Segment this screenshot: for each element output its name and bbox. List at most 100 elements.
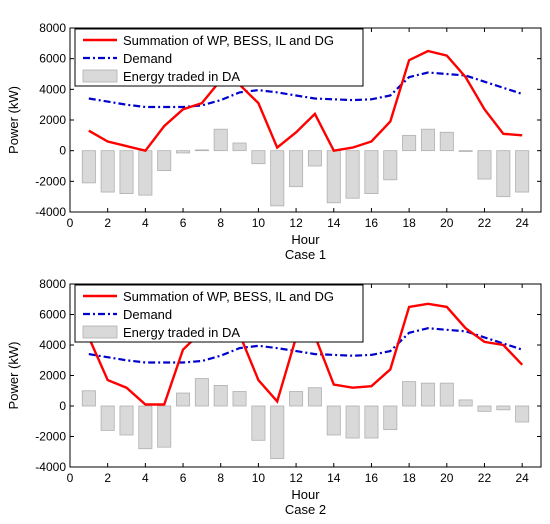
bar-hour-11 [270, 150, 285, 207]
x-tick-label: 12 [289, 471, 303, 485]
bar-hour-21 [458, 150, 473, 152]
legend-item: Demand [83, 51, 172, 66]
y-tick-label: 2000 [39, 113, 66, 127]
bar-hour-5 [157, 150, 172, 172]
chart-panel-case-1: 0 2 4 6 8 10 12 14 16 18 20 22 24-4000-2000020004000… [6, 21, 542, 262]
x-tick-label: 24 [515, 216, 529, 230]
x-tick-label: 6 [180, 216, 187, 230]
legend-label: Energy traded in DA [123, 69, 240, 84]
y-tick-label: 8000 [39, 21, 66, 35]
legend-label: Summation of WP, BESS, IL and DG [123, 289, 334, 304]
x-tick-label: 6 [180, 471, 187, 485]
legend-item: Demand [83, 307, 172, 322]
bar-hour-23 [496, 405, 511, 411]
bar-hour-4 [138, 150, 153, 196]
bar-hour-5 [157, 405, 172, 448]
bar-hour-3 [119, 150, 134, 195]
x-tick-label: 4 [142, 216, 149, 230]
legend-item: Energy traded in DA [82, 325, 240, 340]
y-tick-label: -2000 [35, 430, 66, 444]
legend-label: Demand [123, 307, 172, 322]
bar-hour-13 [307, 150, 322, 167]
bar-hour-16 [364, 405, 379, 439]
demand-line [88, 71, 523, 109]
bar-hour-23 [496, 150, 511, 198]
bar-hour-24 [515, 405, 530, 423]
bar-hour-9 [232, 391, 247, 407]
legend-label: Demand [123, 51, 172, 66]
y-axis-label: Power (kW) [6, 342, 21, 410]
bar-hour-14 [326, 405, 341, 436]
bar-hour-4 [138, 405, 153, 450]
legend-label: Summation of WP, BESS, IL and DG [123, 33, 334, 48]
bar-hour-17 [383, 405, 398, 431]
bar-hour-3 [119, 405, 134, 436]
x-tick-label: 18 [402, 471, 416, 485]
legend: Summation of WP, BESS, IL and DG Demand En… [74, 284, 364, 343]
legend-item: Summation of WP, BESS, IL and DG [83, 33, 334, 48]
y-tick-label: -2000 [35, 174, 66, 188]
bar-hour-18 [402, 381, 417, 407]
x-axis-label: Hour [291, 487, 320, 502]
x-tick-label: 20 [440, 216, 454, 230]
bar-hour-11 [270, 405, 285, 460]
x-tick-label: 20 [440, 471, 454, 485]
bar-hour-6 [176, 392, 191, 407]
bar-hour-7 [194, 149, 209, 152]
bar-hour-15 [345, 405, 360, 439]
x-tick-label: 4 [142, 471, 149, 485]
x-tick-label: 22 [478, 216, 492, 230]
legend-swatch-bar [82, 69, 118, 83]
bar-hour-20 [439, 131, 454, 152]
bar-hour-12 [289, 391, 304, 407]
chart-panel-case-2: 0 2 4 6 8 10 12 14 16 18 20 22 24-4000-2000020004000… [6, 277, 542, 517]
y-tick-label: -4000 [35, 460, 66, 474]
y-tick-label: 8000 [39, 277, 66, 291]
bar-hour-14 [326, 150, 341, 204]
y-tick-label: 4000 [39, 82, 66, 96]
y-tick-label: 0 [59, 144, 66, 158]
bar-hour-22 [477, 405, 492, 412]
bar-hour-2 [100, 405, 115, 431]
x-tick-label: 10 [252, 216, 266, 230]
bar-hour-12 [289, 150, 304, 188]
x-tick-label: 0 [67, 471, 74, 485]
bar-hour-1 [81, 390, 96, 407]
panel-caption: Case 1 [285, 247, 326, 262]
bar-hour-21 [458, 399, 473, 407]
bar-hour-9 [232, 142, 247, 152]
legend-swatch-bar [82, 325, 118, 339]
bar-hour-20 [439, 382, 454, 407]
x-tick-label: 16 [365, 471, 379, 485]
x-tick-label: 0 [67, 216, 74, 230]
legend: Summation of WP, BESS, IL and DG Demand En… [74, 28, 364, 87]
bar-hour-8 [213, 128, 228, 152]
bar-hour-1 [81, 150, 96, 184]
panel-caption: Case 2 [285, 502, 326, 517]
x-axis-label: Hour [291, 232, 320, 247]
bar-hour-10 [251, 405, 266, 441]
y-tick-label: 6000 [39, 52, 66, 66]
bar-hour-19 [420, 382, 435, 407]
bar-hour-7 [194, 378, 209, 407]
x-tick-label: 2 [104, 471, 111, 485]
bar-hour-16 [364, 150, 379, 195]
legend-label: Energy traded in DA [123, 325, 240, 340]
y-tick-label: -4000 [35, 205, 66, 219]
y-tick-label: 6000 [39, 308, 66, 322]
supply-sum-line [88, 49, 523, 153]
bar-hour-19 [420, 128, 435, 152]
x-tick-label: 8 [217, 471, 224, 485]
y-axis-label: Power (kW) [6, 86, 21, 154]
y-tick-label: 4000 [39, 338, 66, 352]
bar-hour-13 [307, 387, 322, 407]
legend-box [74, 284, 364, 343]
legend-item: Energy traded in DA [82, 69, 240, 84]
y-tick-label: 2000 [39, 369, 66, 383]
bar-hour-6 [176, 150, 191, 154]
y-tick-label: 0 [59, 399, 66, 413]
bar-hour-10 [251, 150, 266, 165]
bar-hour-22 [477, 150, 492, 180]
bar-hour-18 [402, 134, 417, 152]
